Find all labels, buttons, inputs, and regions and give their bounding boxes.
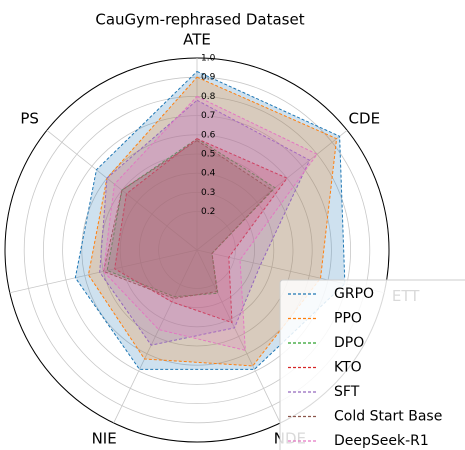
series-group [74, 70, 346, 370]
radar-area [114, 138, 288, 324]
r-tick-label: 1.0 [201, 54, 216, 64]
r-tick-label: 0.2 [201, 207, 215, 217]
r-tick-label: 0.9 [201, 73, 216, 83]
r-tick-label: 0.4 [201, 169, 216, 179]
legend-label: SFT [334, 384, 360, 400]
radar-area [99, 99, 311, 346]
r-tick-label: 0.8 [201, 92, 216, 102]
radar-area [102, 139, 273, 299]
legend-label: GRPO [334, 286, 374, 302]
r-tick-label: 0.5 [201, 150, 215, 160]
spoke [9, 249, 198, 294]
spoke [196, 129, 348, 251]
legend-label: PPO [334, 311, 362, 327]
spoke [196, 249, 281, 424]
radar-area [74, 70, 346, 370]
axis-label: CDE [349, 110, 381, 128]
legend-label: KTO [334, 360, 362, 376]
r-tick-label: 0.3 [201, 188, 215, 198]
legend-label: DeepSeek-R1 [334, 433, 429, 449]
legend-label: DPO [334, 335, 364, 351]
radar-area [87, 76, 338, 367]
legend-label: Cold Start Base [334, 409, 442, 425]
radar-area [102, 95, 318, 351]
axis-label: NIE [92, 430, 117, 448]
legend-box [279, 279, 465, 450]
r-tick-label: 0.6 [201, 130, 216, 140]
r-tick-label: 0.7 [201, 111, 215, 121]
chart-title: CauGym-rephrased Dataset [95, 11, 304, 29]
spoke [113, 249, 198, 424]
axis-label: ATE [183, 31, 211, 49]
axis-label: PS [20, 110, 39, 128]
